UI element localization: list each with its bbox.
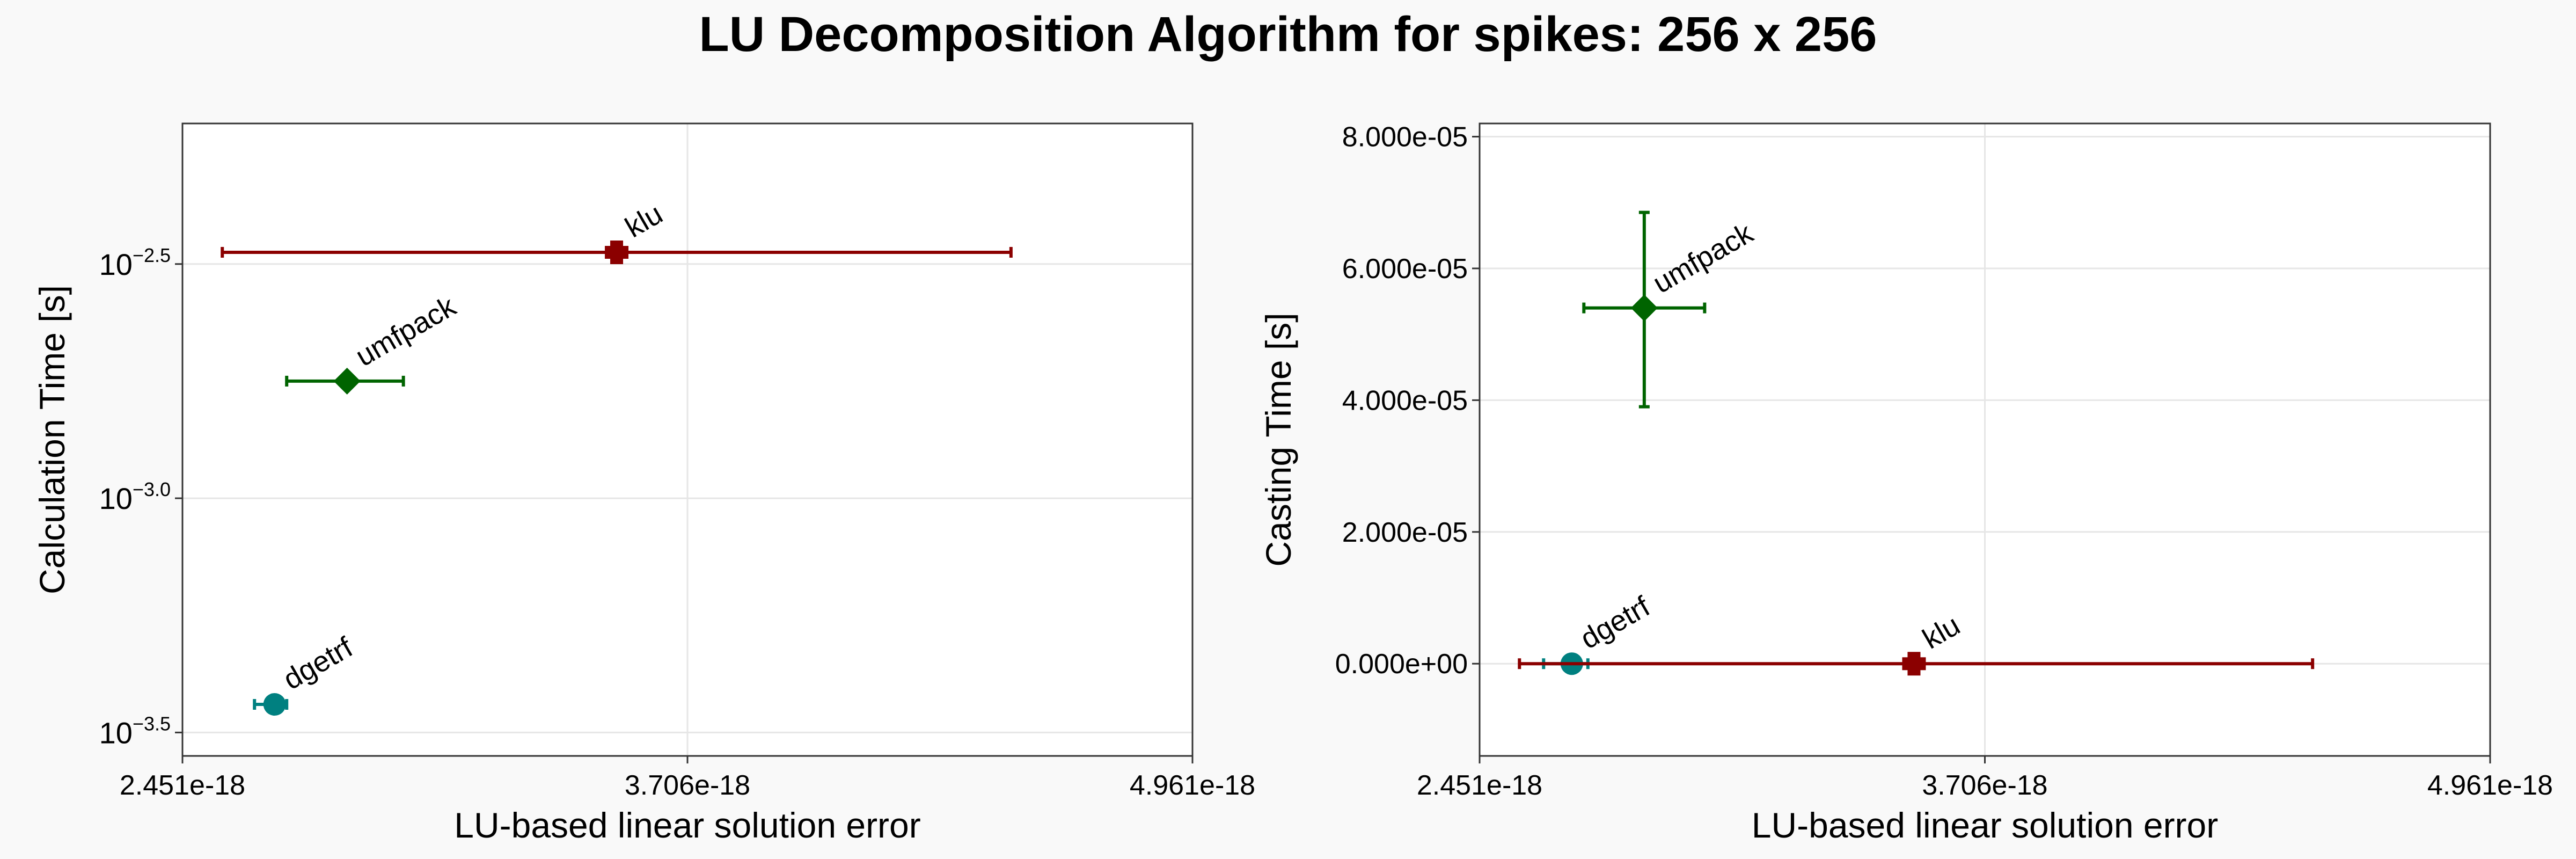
data-point bbox=[1902, 652, 1926, 676]
y-axis-label: Calculation Time [s] bbox=[32, 285, 72, 594]
calculation-time-panel: 2.451e-18 3.706e-18 4.961e-18 10−2.5 10−3.0 1… bbox=[32, 122, 1255, 845]
x-axis-label: LU-based linear solution error bbox=[1752, 805, 2218, 845]
x-tick-label: 3.706e-18 bbox=[625, 770, 750, 801]
y-tick-label: 8.000e-05 bbox=[1342, 122, 1468, 153]
x-tick-label: 4.961e-18 bbox=[2427, 770, 2553, 801]
x-tick-label: 3.706e-18 bbox=[1922, 770, 2047, 801]
data-point bbox=[605, 240, 629, 264]
y-tick-label: 10−3.5 bbox=[99, 712, 171, 749]
y-tick-label: 2.000e-05 bbox=[1342, 517, 1468, 548]
y-tick-label: 0.000e+00 bbox=[1335, 649, 1468, 680]
x-tick-label: 4.961e-18 bbox=[1130, 770, 1255, 801]
data-point bbox=[333, 367, 361, 395]
casting-time-panel: 2.451e-18 3.706e-18 4.961e-18 0.000e+00 2.00… bbox=[1258, 122, 2553, 845]
x-tick-label: 2.451e-18 bbox=[120, 770, 245, 801]
data-point bbox=[263, 693, 286, 716]
y-tick-label: 4.000e-05 bbox=[1342, 385, 1468, 416]
x-tick-label: 2.451e-18 bbox=[1417, 770, 1542, 801]
data-point bbox=[1630, 294, 1658, 322]
y-tick-label: 10−2.5 bbox=[99, 244, 171, 281]
y-tick-label: 6.000e-05 bbox=[1342, 253, 1468, 285]
y-tick-label: 10−3.0 bbox=[99, 478, 171, 515]
y-axis-label: Casting Time [s] bbox=[1258, 312, 1298, 566]
x-axis-label: LU-based linear solution error bbox=[454, 805, 920, 845]
figure-title: LU Decomposition Algorithm for spikes: 2… bbox=[699, 7, 1877, 62]
